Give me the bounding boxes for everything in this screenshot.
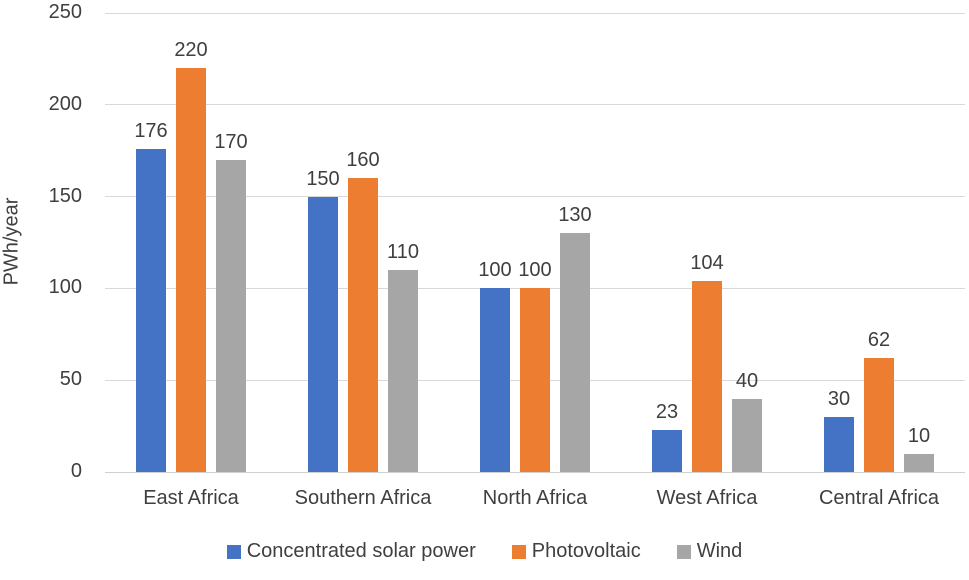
bar-photovoltaic-west-africa xyxy=(692,281,722,472)
bar-value-label: 10 xyxy=(907,424,931,447)
legend-item-concentrated-solar-power: Concentrated solar power xyxy=(226,540,476,563)
x-axis-label: West Africa xyxy=(656,487,758,509)
x-axis-line xyxy=(105,471,965,473)
bar-value-label: 110 xyxy=(387,241,419,264)
bar-value-label: 23 xyxy=(655,400,679,423)
legend-swatch-icon xyxy=(511,544,526,559)
bar-photovoltaic-central-africa xyxy=(864,358,894,472)
bar-value-label: 62 xyxy=(867,329,891,352)
gridline xyxy=(105,196,965,198)
bar-value-label: 100 xyxy=(518,259,552,282)
gridline xyxy=(105,104,965,106)
bar-value-label: 170 xyxy=(214,130,248,153)
bar-wind-southern-africa xyxy=(388,270,418,472)
legend-label: Concentrated solar power xyxy=(246,540,476,562)
y-tick-label: 0 xyxy=(70,460,82,482)
bar-value-label: 40 xyxy=(735,369,759,392)
bar-concentrated-solar-power-east-africa xyxy=(136,148,166,472)
legend-item-photovoltaic: Photovoltaic xyxy=(511,540,641,563)
x-axis-label: Southern Africa xyxy=(294,487,432,509)
legend-label: Wind xyxy=(696,540,743,562)
x-axis-label: East Africa xyxy=(143,487,239,509)
y-tick-label: 200 xyxy=(48,92,82,115)
bar-value-label: 100 xyxy=(478,259,512,282)
legend-swatch-icon xyxy=(226,544,241,559)
bar-wind-west-africa xyxy=(732,398,762,472)
bar-value-label: 150 xyxy=(306,167,340,190)
bar-value-label: 160 xyxy=(346,149,380,172)
y-tick-label: 250 xyxy=(48,1,82,23)
bar-value-label: 220 xyxy=(174,39,208,62)
x-axis-label: Central Africa xyxy=(818,487,940,509)
x-axis-label: North Africa xyxy=(482,487,588,509)
bar-value-label: 176 xyxy=(134,119,168,142)
legend-item-wind: Wind xyxy=(676,540,743,563)
legend-swatch-icon xyxy=(676,544,691,559)
gridline xyxy=(105,12,965,14)
bar-wind-east-africa xyxy=(216,159,246,472)
y-tick-label: 50 xyxy=(59,368,82,391)
bar-wind-central-africa xyxy=(904,453,934,472)
bar-concentrated-solar-power-southern-africa xyxy=(308,196,338,472)
bar-concentrated-solar-power-west-africa xyxy=(652,429,682,472)
legend-label: Photovoltaic xyxy=(531,540,641,562)
bar-concentrated-solar-power-north-africa xyxy=(480,288,510,472)
bar-wind-north-africa xyxy=(560,233,590,472)
legend: Concentrated solar power Photovoltaic Wind xyxy=(0,540,969,563)
bar-concentrated-solar-power-central-africa xyxy=(824,416,854,472)
bar-photovoltaic-southern-africa xyxy=(348,178,378,472)
bar-value-label: 130 xyxy=(558,204,592,227)
bar-value-label: 104 xyxy=(690,252,724,275)
bar-photovoltaic-north-africa xyxy=(520,288,550,472)
y-axis-title: PWh/year xyxy=(0,197,23,286)
y-tick-label: 100 xyxy=(48,276,82,299)
bar-value-label: 30 xyxy=(827,387,851,410)
bar-photovoltaic-east-africa xyxy=(176,68,206,472)
y-tick-label: 150 xyxy=(48,184,82,207)
